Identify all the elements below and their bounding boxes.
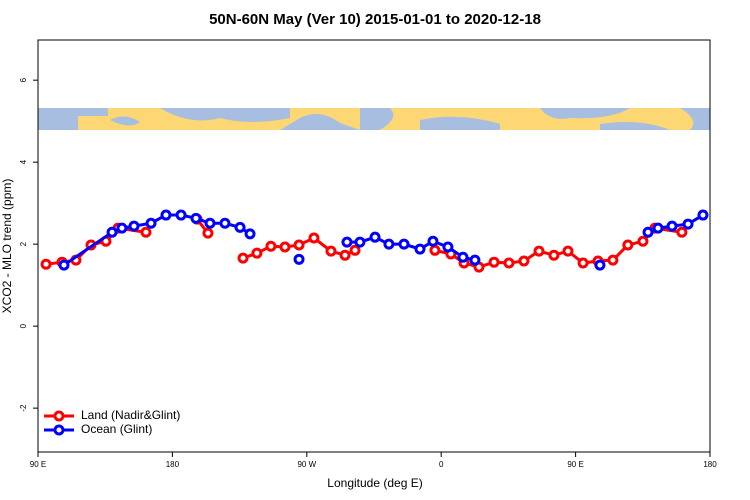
x-tick-label: 0	[439, 460, 444, 469]
y-tick-label: 0	[19, 323, 28, 328]
data-point	[607, 254, 619, 266]
data-point	[160, 209, 172, 221]
plot-frame	[37, 39, 711, 453]
data-point	[637, 235, 649, 247]
data-point	[190, 212, 202, 224]
legend-marker	[53, 424, 65, 436]
data-point	[293, 239, 305, 251]
y-axis-label: XCO2 - MLO trend (ppm)	[0, 179, 14, 314]
data-point	[548, 249, 560, 261]
data-point	[383, 238, 395, 250]
data-point	[562, 245, 574, 257]
data-point	[577, 257, 589, 269]
data-point	[128, 220, 140, 232]
data-point	[354, 236, 366, 248]
data-point	[503, 257, 515, 269]
data-point	[244, 228, 256, 240]
data-point	[642, 226, 654, 238]
x-tick-label: 180	[703, 460, 717, 469]
series-line	[63, 213, 704, 267]
data-point	[652, 222, 664, 234]
data-point	[488, 256, 500, 268]
data-point	[308, 232, 320, 244]
data-point	[682, 218, 694, 230]
data-point	[116, 222, 128, 234]
data-point	[697, 209, 709, 221]
data-point	[676, 226, 688, 238]
y-tick-label: -2	[19, 404, 28, 412]
data-point	[622, 239, 634, 251]
data-point	[279, 241, 291, 253]
data-point	[442, 241, 454, 253]
x-axis-label: Longitude (deg E)	[327, 476, 422, 490]
map-strip	[38, 108, 710, 130]
data-point	[457, 251, 469, 263]
data-point	[325, 245, 337, 257]
legend-marker	[53, 410, 65, 422]
y-tick-label: 4	[19, 159, 28, 164]
y-tick-label: 6	[19, 77, 28, 82]
data-point	[414, 243, 426, 255]
data-point	[341, 236, 353, 248]
data-point	[58, 259, 70, 271]
data-point	[234, 221, 246, 233]
data-point	[265, 240, 277, 252]
data-point	[533, 245, 545, 257]
data-point	[429, 244, 441, 256]
data-point	[427, 235, 439, 247]
data-point	[204, 217, 216, 229]
map-water	[38, 108, 710, 130]
x-tick-label: 90 E	[30, 460, 46, 469]
data-point	[237, 252, 249, 264]
data-point	[293, 253, 305, 265]
x-tick-label: 90 E	[567, 460, 583, 469]
data-point	[202, 227, 214, 239]
data-point	[594, 259, 606, 271]
data-point	[140, 226, 152, 238]
data-point	[145, 217, 157, 229]
data-point	[349, 244, 361, 256]
x-tick-label: 180	[166, 460, 180, 469]
x-tick-label: 90 W	[297, 460, 316, 469]
data-point	[40, 258, 52, 270]
chart-title: 50N-60N May (Ver 10) 2015-01-01 to 2020-…	[209, 11, 541, 28]
data-point	[369, 231, 381, 243]
data-point	[175, 209, 187, 221]
data-point	[251, 247, 263, 259]
legend-label: Land (Nadir&Glint)	[81, 408, 180, 422]
data-point	[219, 217, 231, 229]
data-point	[398, 238, 410, 250]
y-tick-label: 2	[19, 241, 28, 246]
data-point	[469, 254, 481, 266]
data-point	[106, 226, 118, 238]
data-point	[339, 249, 351, 261]
data-point	[518, 255, 530, 267]
data-point	[666, 220, 678, 232]
legend-label: Ocean (Glint)	[81, 422, 152, 436]
